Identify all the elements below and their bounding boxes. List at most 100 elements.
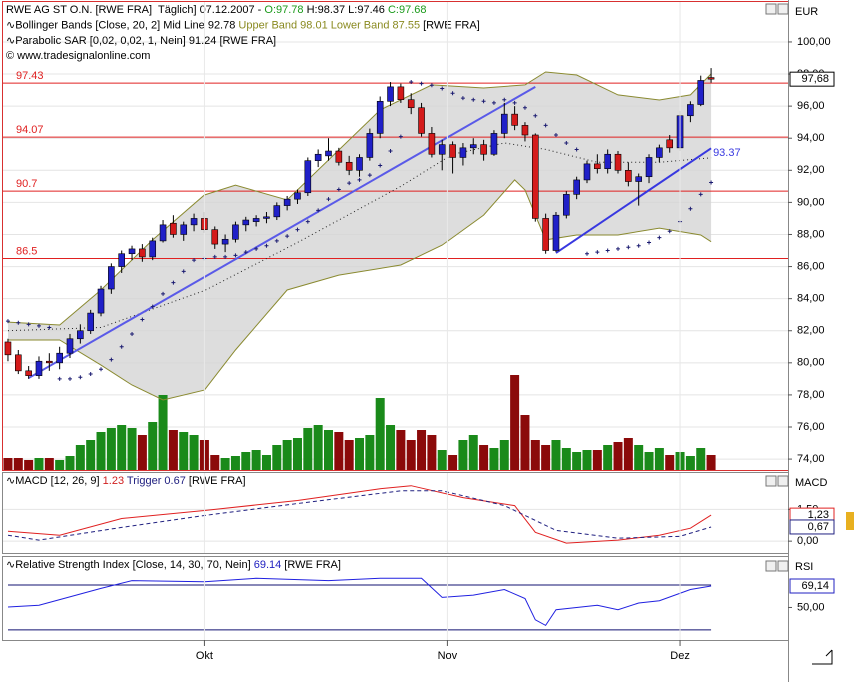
candle-body (449, 144, 456, 158)
y-tick-label: 76,00 (797, 421, 825, 433)
volume-bar (551, 440, 561, 470)
trend-line (555, 147, 712, 254)
candle-body (397, 86, 405, 101)
sar-dot (657, 235, 662, 240)
y-tick-label: 92,00 (797, 164, 825, 176)
candle-body (283, 198, 291, 206)
trend-line-label: 93.37 (713, 147, 741, 159)
volume-bar (344, 440, 354, 470)
indicator-header: RWE AG ST O.N. [RWE FRA] Täglich] 07.12.… (6, 4, 426, 16)
sar-dot (316, 208, 321, 213)
value-box (789, 578, 835, 594)
panel-close-button[interactable] (777, 3, 789, 15)
panel-close-button[interactable] (777, 560, 789, 572)
sar-dot (47, 325, 52, 330)
volume-bar (592, 450, 602, 470)
panel-button[interactable] (765, 3, 777, 15)
volume-bar (230, 456, 240, 470)
y-tick-label: 84,00 (797, 293, 825, 305)
indicator-header: ∿Parabolic SAR [0,02, 0,02, 1, Nein] 91.… (6, 35, 276, 47)
volume-bar (137, 435, 147, 470)
sar-dot (595, 250, 600, 255)
x-tick-label: Nov (438, 650, 458, 662)
trend-line (28, 86, 536, 379)
sar-dot (626, 245, 631, 250)
candle-body (4, 341, 12, 356)
panel-button[interactable] (765, 560, 777, 572)
sar-dot (36, 323, 41, 328)
candle-body (604, 153, 611, 169)
sar-dot (99, 367, 104, 372)
volume-bar (623, 438, 633, 470)
header-part: Trigger 0.67 (124, 475, 186, 487)
volume-bar (541, 445, 551, 470)
y-tick-label: 80,00 (797, 357, 825, 369)
sar-dot (109, 357, 114, 362)
y-tick-label: 0,00 (797, 535, 818, 547)
volume-bar (644, 452, 654, 470)
side-tab[interactable] (846, 512, 854, 530)
candle-body (387, 86, 394, 102)
candle-body (666, 139, 674, 149)
volume-bar (355, 438, 365, 470)
sar-dot (161, 291, 166, 296)
panel-close-button[interactable] (777, 475, 789, 487)
volume-bar (313, 425, 323, 470)
y-tick-label: 88,00 (797, 228, 825, 240)
value-box-label: 0,67 (808, 521, 829, 533)
candle-body (128, 248, 136, 255)
panel-button[interactable] (765, 475, 777, 487)
candle-body (428, 133, 436, 155)
candle-body (139, 248, 146, 258)
volume-bar (479, 445, 489, 470)
level-label: 94.07 (16, 124, 44, 136)
header-part: ∿Bollinger Bands [Close, 20, 2] Mid Line… (6, 19, 238, 31)
sar-dot (336, 187, 341, 192)
volume-bar (106, 428, 116, 470)
candle-body (304, 160, 312, 194)
volume-bar (148, 422, 158, 470)
sar-dot (688, 206, 693, 211)
sar-dot (285, 234, 290, 239)
sar-dot (347, 181, 352, 186)
volume-bar (696, 448, 706, 470)
candle-body (294, 192, 301, 200)
candle-body (594, 163, 601, 169)
sar-dot (274, 238, 279, 243)
candle-body (687, 104, 694, 117)
sar-dot (398, 134, 403, 139)
value-box-label: 1,23 (808, 509, 829, 521)
copyright: © www.tradesignalonline.com (6, 50, 150, 62)
header-part: [RWE FRA] (186, 475, 246, 487)
volume-bar (561, 448, 571, 470)
value-box-label: 97,68 (801, 73, 829, 85)
volume-bar (44, 458, 54, 470)
y-tick-label: 86,00 (797, 260, 825, 272)
volume-bar (582, 450, 592, 470)
candle-body (500, 113, 508, 134)
candle-body (459, 147, 467, 158)
volume-bar (572, 452, 582, 470)
volume-bar (210, 455, 220, 470)
candle-body (242, 219, 250, 226)
resize-icon[interactable] (812, 649, 833, 665)
volume-bar (75, 445, 85, 470)
y-tick-label: 100,00 (797, 36, 831, 48)
candle-body (542, 218, 549, 251)
sar-dot (171, 280, 176, 285)
sar-dot (367, 173, 372, 178)
candle-body (149, 240, 157, 258)
value-box (789, 519, 835, 535)
sar-dot (574, 147, 579, 152)
volume-bar (127, 428, 137, 470)
axis-unit: RSI (795, 561, 813, 573)
candle-body (438, 144, 446, 155)
candle-body (77, 330, 84, 340)
sar-dot (388, 149, 393, 154)
candle-body (180, 224, 188, 235)
candle-body (263, 216, 270, 219)
volume-bar (251, 450, 261, 470)
sar-dot (481, 99, 486, 104)
volume-bar (458, 440, 468, 470)
candle-body (366, 133, 374, 158)
